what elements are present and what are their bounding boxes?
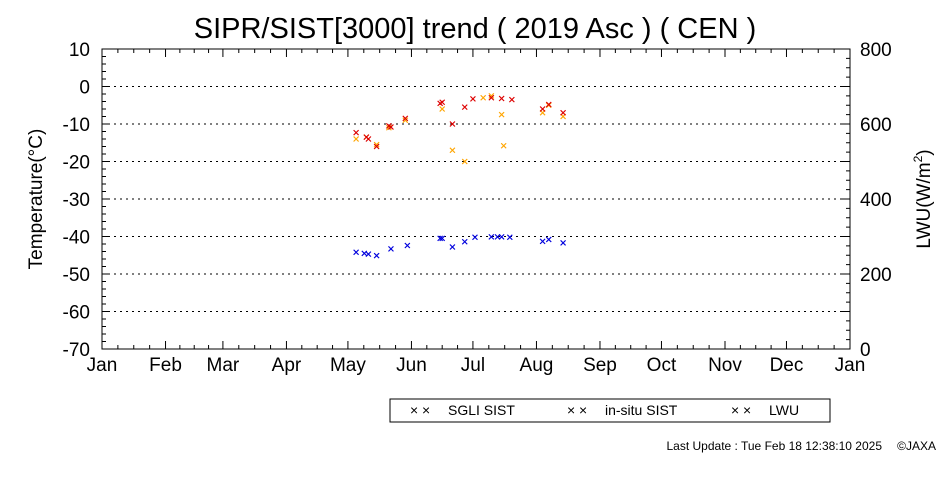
data-points [353,92,567,259]
data-point-sgli-sist [500,142,507,149]
data-point-lwu [506,234,513,241]
x-tick-label: Jan [87,355,118,376]
x-tick-label: Sep [583,355,617,376]
x-tick-label: Aug [520,355,554,376]
data-point-lwu [472,234,478,241]
data-point-lwu [437,235,444,242]
data-point-lwu [488,233,495,240]
legend: × × SGLI SIST × × in-situ SIST × × LWU [389,398,831,423]
x-tick-label: Jul [461,355,485,376]
data-point-sgli-sist [498,111,505,118]
y2-axis-label-main: LWU(W/m [914,162,935,248]
x-tick-label: Apr [272,355,302,376]
data-point-lwu [449,244,456,250]
data-point-in-situ-sist [461,104,468,111]
y2-axis-label-superscript: 2 [911,155,925,162]
data-point-in-situ-sist [449,121,456,127]
y2-tick-label: 200 [860,265,892,286]
y2-tick-label: 600 [860,115,892,136]
x-tick-label: Feb [149,355,182,376]
data-point-sgli-sist [449,147,456,154]
y-tick-label: 10 [69,40,90,61]
y-tick-label: -70 [63,340,90,361]
legend-label-lwu: LWU [769,402,799,418]
data-point-in-situ-sist [498,95,505,102]
y2-axis-label-end: ) [914,149,935,155]
y2-axis-label: LWU(W/m2) [911,149,935,248]
x-tick-label: Mar [207,355,240,376]
legend-marker-sgli: × [410,402,418,418]
data-point-lwu [560,239,567,246]
x-tick-label: Nov [708,355,742,376]
legend-label-sgli: SGLI SIST [448,402,515,418]
y2-tick-label: 0 [860,340,871,361]
y2-tick-label: 400 [860,190,892,211]
data-point-lwu [461,238,468,245]
data-point-sgli-sist [488,92,495,99]
y-tick-label: -10 [63,115,90,136]
data-point-lwu [498,233,505,240]
x-tick-label: Jan [835,355,866,376]
data-point-in-situ-sist [488,94,495,101]
x-tick-label: Dec [770,355,804,376]
data-point-in-situ-sist [439,99,446,106]
y-tick-label: -20 [63,153,90,174]
legend-marker-lwu-2: × [743,402,751,418]
x-tick-label: Oct [647,355,677,376]
data-point-in-situ-sist [373,143,380,150]
data-point-sgli-sist [353,136,360,142]
last-update-text: Last Update : Tue Feb 18 12:38:10 2025 [667,439,883,453]
data-point-sgli-sist [480,94,487,101]
legend-box [389,398,831,423]
data-point-sgli-sist [373,141,380,148]
data-point-in-situ-sist [353,129,360,136]
legend-marker-sgli-2: × [422,402,430,418]
legend-marker-lwu: × [731,402,739,418]
data-point-lwu [404,242,411,249]
y-tick-label: 0 [79,78,90,99]
data-point-in-situ-sist [560,109,567,116]
legend-marker-insitu-2: × [579,402,587,418]
y2-tick-labels: 800 600 400 200 0 [860,40,892,361]
y-tick-label: -30 [63,190,90,211]
data-point-sgli-sist [402,117,409,124]
y2-tick-label: 800 [860,40,892,61]
data-point-lwu [353,249,360,256]
data-point-sgli-sist [439,106,446,112]
data-point-sgli-sist [461,158,468,165]
x-tick-label: May [330,355,366,376]
y-tick-labels: 10 0 -10 -20 -30 -40 -50 -60 -70 [63,40,90,361]
x-tick-label: Jun [396,355,427,376]
data-point-lwu [365,251,372,258]
y-tick-label: -50 [63,265,90,286]
legend-label-insitu: in-situ SIST [605,402,678,418]
data-point-in-situ-sist [508,96,515,103]
data-point-lwu [388,245,394,252]
y-tick-label: -40 [63,228,90,249]
data-point-in-situ-sist [545,101,552,108]
data-point-lwu [545,236,552,243]
copyright-text: ©JAXA [897,439,936,453]
data-point-in-situ-sist [365,136,372,142]
data-point-in-situ-sist [539,106,546,112]
legend-marker-insitu: × [567,402,575,418]
x-tick-labels: Jan Feb Mar Apr May Jun Jul Aug Sep Oct Nov Dec Jan [87,355,866,376]
data-point-lwu [539,238,546,245]
data-point-in-situ-sist [470,95,476,102]
y-tick-label: -60 [63,303,90,324]
grid-lines [102,86,850,312]
data-point-lwu [439,235,446,242]
chart-title: SIPR/SIST[3000] trend ( 2019 Asc ) ( CEN… [194,13,757,45]
y-axis-label: Temperature(°C) [26,129,47,270]
data-point-in-situ-sist [388,124,394,130]
data-point-in-situ-sist [402,115,409,122]
axis-ticks [101,48,851,350]
data-point-lwu [373,252,380,259]
